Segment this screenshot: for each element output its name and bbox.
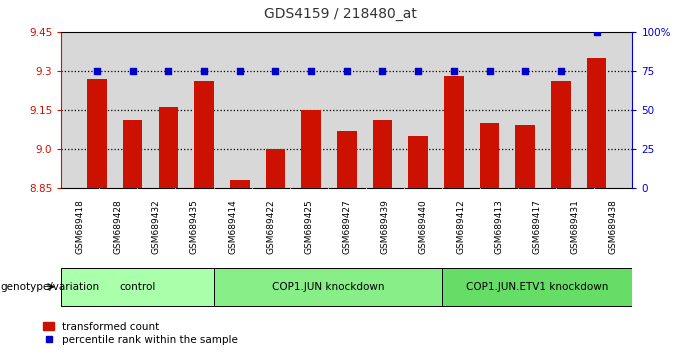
FancyBboxPatch shape xyxy=(61,268,214,306)
FancyBboxPatch shape xyxy=(442,268,632,306)
Bar xyxy=(230,180,250,188)
Text: GSM689412: GSM689412 xyxy=(456,199,466,254)
Bar xyxy=(87,79,107,188)
Text: GSM689413: GSM689413 xyxy=(494,199,504,254)
Text: GSM689435: GSM689435 xyxy=(190,199,199,254)
Point xyxy=(235,68,245,74)
Text: GSM689438: GSM689438 xyxy=(609,199,618,254)
Bar xyxy=(301,110,321,188)
Point xyxy=(199,68,209,74)
Point xyxy=(127,68,138,74)
Bar xyxy=(409,136,428,188)
Text: genotype/variation: genotype/variation xyxy=(1,282,100,292)
Bar xyxy=(158,107,178,188)
Text: GSM689414: GSM689414 xyxy=(228,199,237,254)
Point xyxy=(341,68,352,74)
Text: GSM689427: GSM689427 xyxy=(342,199,352,254)
Text: GSM689432: GSM689432 xyxy=(152,199,161,254)
Bar xyxy=(515,125,535,188)
Bar xyxy=(587,58,607,188)
Bar xyxy=(266,149,285,188)
Point xyxy=(448,68,459,74)
Point xyxy=(484,68,495,74)
Point xyxy=(591,29,602,35)
Text: COP1.JUN knockdown: COP1.JUN knockdown xyxy=(271,282,384,292)
Bar xyxy=(194,81,214,188)
Legend: transformed count, percentile rank within the sample: transformed count, percentile rank withi… xyxy=(39,317,242,349)
Text: control: control xyxy=(119,282,156,292)
Point xyxy=(413,68,424,74)
FancyBboxPatch shape xyxy=(214,268,442,306)
Point xyxy=(270,68,281,74)
Bar xyxy=(373,120,392,188)
Bar xyxy=(337,131,356,188)
Bar xyxy=(444,76,464,188)
Text: GSM689425: GSM689425 xyxy=(304,199,313,254)
Bar xyxy=(123,120,143,188)
Bar xyxy=(551,81,571,188)
Text: GDS4159 / 218480_at: GDS4159 / 218480_at xyxy=(264,7,416,21)
Bar xyxy=(480,123,499,188)
Text: GSM689439: GSM689439 xyxy=(380,199,390,254)
Text: GSM689440: GSM689440 xyxy=(418,199,428,254)
Text: GSM689428: GSM689428 xyxy=(114,199,123,254)
Point xyxy=(520,68,530,74)
Text: GSM689431: GSM689431 xyxy=(571,199,580,254)
Point xyxy=(377,68,388,74)
Text: COP1.JUN.ETV1 knockdown: COP1.JUN.ETV1 knockdown xyxy=(466,282,609,292)
Text: GSM689417: GSM689417 xyxy=(532,199,542,254)
Point xyxy=(556,68,566,74)
Point xyxy=(306,68,317,74)
Point xyxy=(163,68,174,74)
Point xyxy=(92,68,103,74)
Text: GSM689418: GSM689418 xyxy=(75,199,85,254)
Text: GSM689422: GSM689422 xyxy=(266,199,275,254)
